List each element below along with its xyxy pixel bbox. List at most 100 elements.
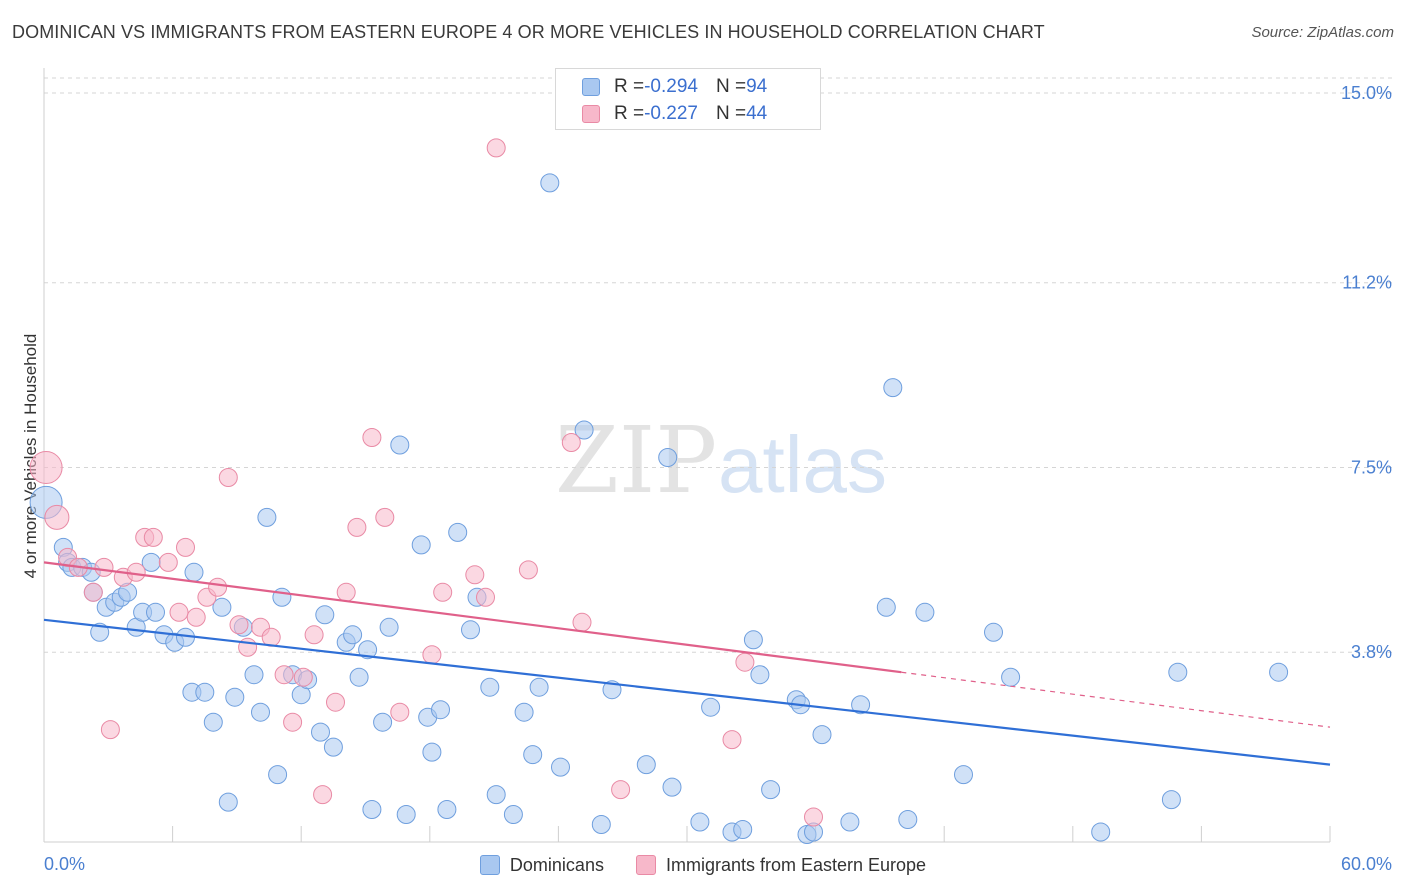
legend-r-value: -0.227 bbox=[644, 103, 698, 124]
data-point bbox=[390, 702, 410, 722]
series-legend-eastern-europe[interactable]: Immigrants from Eastern Europe bbox=[635, 854, 927, 876]
data-point bbox=[358, 640, 378, 660]
data-point bbox=[100, 720, 120, 740]
data-point bbox=[851, 695, 871, 715]
y-tick-label: 11.2% bbox=[1342, 273, 1392, 293]
data-point bbox=[203, 712, 223, 732]
data-point bbox=[225, 687, 245, 707]
data-point bbox=[362, 800, 382, 819]
data-point bbox=[274, 665, 294, 685]
series-legend-swatch-dominicans bbox=[479, 855, 500, 875]
data-point bbox=[375, 507, 395, 527]
data-point bbox=[315, 605, 335, 625]
legend-n-value: 94 bbox=[746, 76, 768, 97]
data-point bbox=[486, 138, 506, 158]
data-point bbox=[336, 582, 356, 602]
data-point bbox=[915, 602, 935, 622]
data-point bbox=[898, 810, 918, 829]
data-point bbox=[840, 812, 860, 832]
legend-swatch-eastern-europe bbox=[582, 105, 600, 123]
data-point bbox=[486, 785, 506, 805]
data-point bbox=[883, 378, 903, 398]
series-legend-label: Dominicans bbox=[509, 854, 604, 875]
source-credit: Source: ZipAtlas.com bbox=[1251, 24, 1394, 41]
data-point bbox=[326, 692, 345, 712]
data-point bbox=[1269, 662, 1289, 682]
data-point bbox=[722, 730, 742, 750]
data-point bbox=[186, 607, 206, 627]
data-point bbox=[311, 722, 330, 742]
data-point bbox=[503, 805, 523, 824]
data-point bbox=[636, 755, 656, 775]
data-point bbox=[1168, 662, 1188, 682]
zipatlas-watermark: ZIP atlas bbox=[555, 407, 887, 514]
data-point bbox=[229, 615, 249, 635]
data-point bbox=[212, 597, 232, 617]
data-point bbox=[83, 582, 103, 602]
legend-row-dominicans: R = -0.294 N = 94 bbox=[582, 74, 767, 100]
data-point bbox=[954, 765, 973, 785]
watermark-atlas: atlas bbox=[718, 420, 887, 509]
data-point bbox=[347, 517, 367, 537]
data-point bbox=[431, 700, 450, 720]
data-point bbox=[390, 435, 410, 455]
correlation-legend: R = -0.294 N = 94 R = -0.227 N = 44 bbox=[555, 68, 821, 130]
data-point bbox=[812, 725, 832, 745]
legend-row-eastern-europe: R = -0.227 N = 44 bbox=[582, 101, 767, 127]
y-tick-label: 15.0% bbox=[1341, 83, 1392, 103]
data-point bbox=[293, 667, 313, 687]
gridlines bbox=[44, 77, 1392, 653]
data-point bbox=[551, 757, 570, 777]
data-point bbox=[750, 665, 770, 685]
data-point bbox=[761, 780, 781, 800]
data-point bbox=[662, 777, 682, 797]
series-legend-dominicans[interactable]: Dominicans bbox=[479, 854, 604, 876]
trend-lines bbox=[43, 561, 1331, 766]
data-point bbox=[411, 535, 431, 555]
data-point bbox=[1001, 667, 1021, 687]
data-point bbox=[529, 677, 549, 697]
data-point bbox=[44, 504, 70, 530]
data-point bbox=[804, 807, 823, 827]
legend-n-label: N = bbox=[715, 103, 747, 124]
data-point bbox=[876, 597, 896, 617]
data-point bbox=[690, 812, 710, 832]
data-point bbox=[143, 527, 163, 547]
data-point bbox=[561, 433, 581, 452]
data-point bbox=[480, 677, 500, 697]
data-point bbox=[90, 622, 110, 642]
data-point bbox=[461, 620, 480, 640]
data-point bbox=[514, 702, 534, 722]
y-tick-label: 7.5% bbox=[1351, 457, 1392, 477]
y-tick-labels: 3.8% 7.5% 11.2% 15.0% bbox=[1341, 83, 1392, 662]
data-point bbox=[984, 622, 1003, 642]
trend-line-extension bbox=[901, 671, 1331, 728]
data-point bbox=[733, 820, 753, 839]
data-point bbox=[218, 792, 238, 812]
data-point bbox=[572, 612, 592, 632]
chart-title: DOMINICAN VS IMMIGRANTS FROM EASTERN EUR… bbox=[12, 22, 1045, 42]
data-point bbox=[422, 742, 442, 762]
data-point bbox=[373, 712, 393, 732]
data-point bbox=[268, 765, 288, 785]
data-point bbox=[591, 815, 611, 834]
data-point bbox=[195, 682, 215, 702]
data-point bbox=[476, 587, 495, 607]
series-legend-label: Immigrants from Eastern Europe bbox=[665, 854, 927, 875]
data-point bbox=[701, 697, 721, 717]
trend-line bbox=[43, 561, 902, 674]
data-point bbox=[257, 507, 277, 527]
data-point bbox=[343, 625, 363, 645]
data-point bbox=[743, 630, 763, 650]
data-point bbox=[94, 557, 114, 577]
data-point bbox=[208, 577, 228, 597]
data-point bbox=[1091, 822, 1111, 842]
data-point bbox=[611, 780, 631, 800]
data-point bbox=[349, 667, 369, 687]
data-point bbox=[523, 745, 543, 765]
data-point bbox=[437, 800, 457, 819]
x-tick-labels: 0.0% 60.0% bbox=[44, 854, 1392, 874]
data-point bbox=[184, 562, 204, 582]
data-point bbox=[283, 712, 303, 732]
